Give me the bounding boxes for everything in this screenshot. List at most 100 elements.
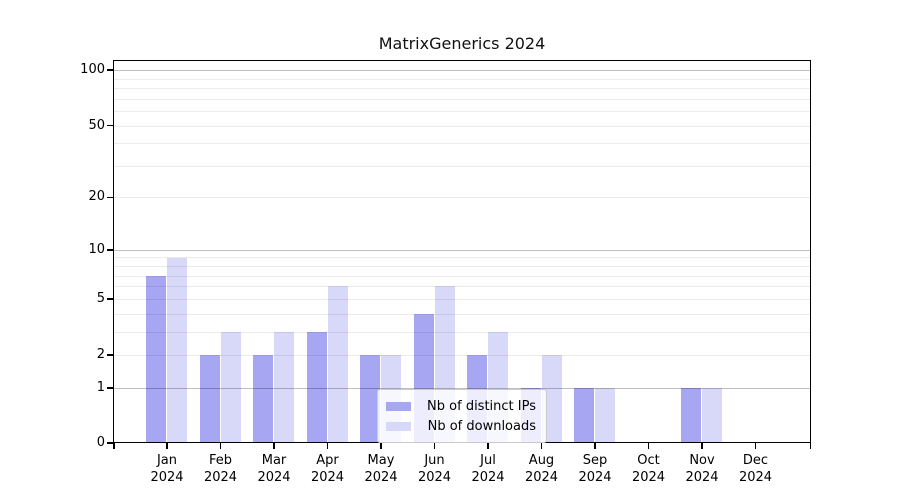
bar-ips-mar bbox=[253, 355, 273, 443]
x-tick-year: 2024 bbox=[631, 470, 666, 485]
gridline-major bbox=[113, 70, 811, 72]
x-tick-month: Feb bbox=[208, 453, 233, 468]
x-tick-mark bbox=[701, 443, 703, 449]
x-tick-label-dec: Dec 2024 bbox=[729, 452, 783, 486]
gridline-minor bbox=[113, 78, 811, 80]
x-tick-mark bbox=[273, 443, 275, 449]
y-tick-mark bbox=[107, 354, 113, 356]
x-tick-year: 2024 bbox=[471, 470, 505, 485]
x-tick-label-aug: Aug 2024 bbox=[515, 452, 569, 486]
gridline-major bbox=[113, 249, 811, 251]
x-tick-year: 2024 bbox=[257, 470, 291, 485]
x-tick-label-apr: Apr 2024 bbox=[301, 452, 355, 486]
x-tick-month: Apr bbox=[316, 453, 339, 468]
x-tick-month: Nov bbox=[689, 453, 715, 468]
y-tick-label-50: 50 bbox=[88, 117, 105, 133]
y-tick-mark bbox=[107, 249, 113, 251]
y-tick-label-0: 0 bbox=[96, 435, 105, 450]
x-tick-year: 2024 bbox=[578, 470, 612, 485]
gridline-minor bbox=[113, 313, 811, 315]
x-axis-end-tick bbox=[809, 443, 811, 449]
gridline-minor bbox=[113, 143, 811, 145]
gridline-minor bbox=[113, 165, 811, 167]
x-tick-mark bbox=[380, 443, 382, 449]
x-tick-label-mar: Mar 2024 bbox=[247, 452, 301, 486]
x-tick-year: 2024 bbox=[150, 470, 184, 485]
x-axis-end-tick bbox=[113, 443, 115, 449]
chart-title: MatrixGenerics 2024 bbox=[378, 34, 546, 53]
gridline-minor bbox=[113, 197, 811, 199]
plot-area bbox=[113, 60, 811, 443]
y-tick-label-10: 10 bbox=[88, 241, 105, 257]
x-tick-label-feb: Feb 2024 bbox=[194, 452, 248, 486]
bar-downloads-nov bbox=[702, 387, 722, 443]
bar-downloads-sep bbox=[595, 387, 615, 443]
gridline-minor bbox=[113, 98, 811, 100]
y-tick-mark bbox=[107, 442, 113, 444]
gridline-minor bbox=[113, 266, 811, 268]
legend: Nb of distinct IPs Nb of downloads bbox=[377, 389, 547, 443]
x-tick-month: Jul bbox=[480, 453, 496, 468]
x-tick-mark bbox=[166, 443, 168, 449]
bar-ips-nov bbox=[681, 387, 701, 443]
gridline-minor bbox=[113, 286, 811, 288]
x-tick-mark bbox=[487, 443, 489, 449]
gridline-minor bbox=[113, 331, 811, 333]
x-tick-mark bbox=[433, 443, 436, 449]
bar-ips-may bbox=[360, 355, 380, 443]
y-tick-label-20: 20 bbox=[88, 189, 105, 205]
x-tick-year: 2024 bbox=[203, 470, 238, 485]
bar-ips-apr bbox=[306, 331, 327, 443]
legend-item-downloads: Nb of downloads bbox=[386, 416, 536, 436]
bar-downloads-feb bbox=[220, 331, 241, 443]
x-tick-label-nov: Nov 2024 bbox=[675, 452, 729, 486]
gridline-major bbox=[113, 387, 811, 389]
x-tick-mark bbox=[647, 443, 650, 449]
x-tick-label-jul: Jul 2024 bbox=[461, 452, 515, 486]
x-tick-month: Jun bbox=[424, 453, 445, 468]
x-tick-mark bbox=[326, 443, 329, 449]
gridline-minor bbox=[113, 88, 811, 90]
x-tick-month: Oct bbox=[637, 453, 660, 468]
bar-ips-sep bbox=[574, 387, 594, 443]
gridline-minor bbox=[113, 257, 811, 259]
x-tick-mark bbox=[219, 443, 222, 449]
gridline-minor bbox=[113, 125, 811, 127]
bar-ips-feb bbox=[199, 355, 220, 443]
x-tick-year: 2024 bbox=[417, 470, 452, 485]
bar-downloads-apr bbox=[327, 286, 348, 443]
legend-label: Nb of downloads bbox=[427, 418, 536, 434]
x-tick-label-jun: Jun 2024 bbox=[408, 452, 462, 486]
x-tick-label-may: May 2024 bbox=[354, 452, 408, 486]
y-tick-mark bbox=[107, 387, 113, 389]
x-tick-month: Mar bbox=[261, 453, 287, 468]
legend-swatch bbox=[386, 401, 411, 411]
y-tick-mark bbox=[107, 298, 113, 300]
x-tick-mark bbox=[594, 443, 596, 449]
gridline-minor bbox=[113, 275, 811, 277]
x-tick-month: Jan bbox=[156, 453, 178, 468]
bar-ips-jan bbox=[146, 275, 166, 443]
x-tick-year: 2024 bbox=[685, 470, 719, 485]
bar-downloads-jan bbox=[167, 257, 187, 443]
x-tick-month: Aug bbox=[528, 453, 555, 468]
x-tick-label-sep: Sep 2024 bbox=[568, 452, 622, 486]
x-tick-label-jan: Jan 2024 bbox=[140, 452, 194, 486]
x-tick-year: 2024 bbox=[310, 470, 345, 485]
legend-swatch bbox=[386, 421, 411, 431]
x-tick-month: Dec bbox=[742, 453, 769, 468]
gridline-minor bbox=[113, 298, 811, 300]
bar-downloads-mar bbox=[274, 331, 294, 443]
y-tick-mark bbox=[107, 124, 113, 127]
x-tick-month: May bbox=[367, 453, 395, 468]
legend-label: Nb of distinct IPs bbox=[427, 398, 536, 414]
x-tick-mark bbox=[754, 443, 757, 449]
legend-item-distinct-ips: Nb of distinct IPs bbox=[386, 396, 536, 416]
y-tick-mark bbox=[107, 196, 113, 199]
y-tick-label-100: 100 bbox=[80, 62, 105, 78]
x-tick-mark bbox=[540, 443, 543, 449]
x-tick-year: 2024 bbox=[738, 470, 773, 485]
gridline-minor bbox=[113, 111, 811, 113]
y-tick-mark bbox=[107, 69, 113, 71]
